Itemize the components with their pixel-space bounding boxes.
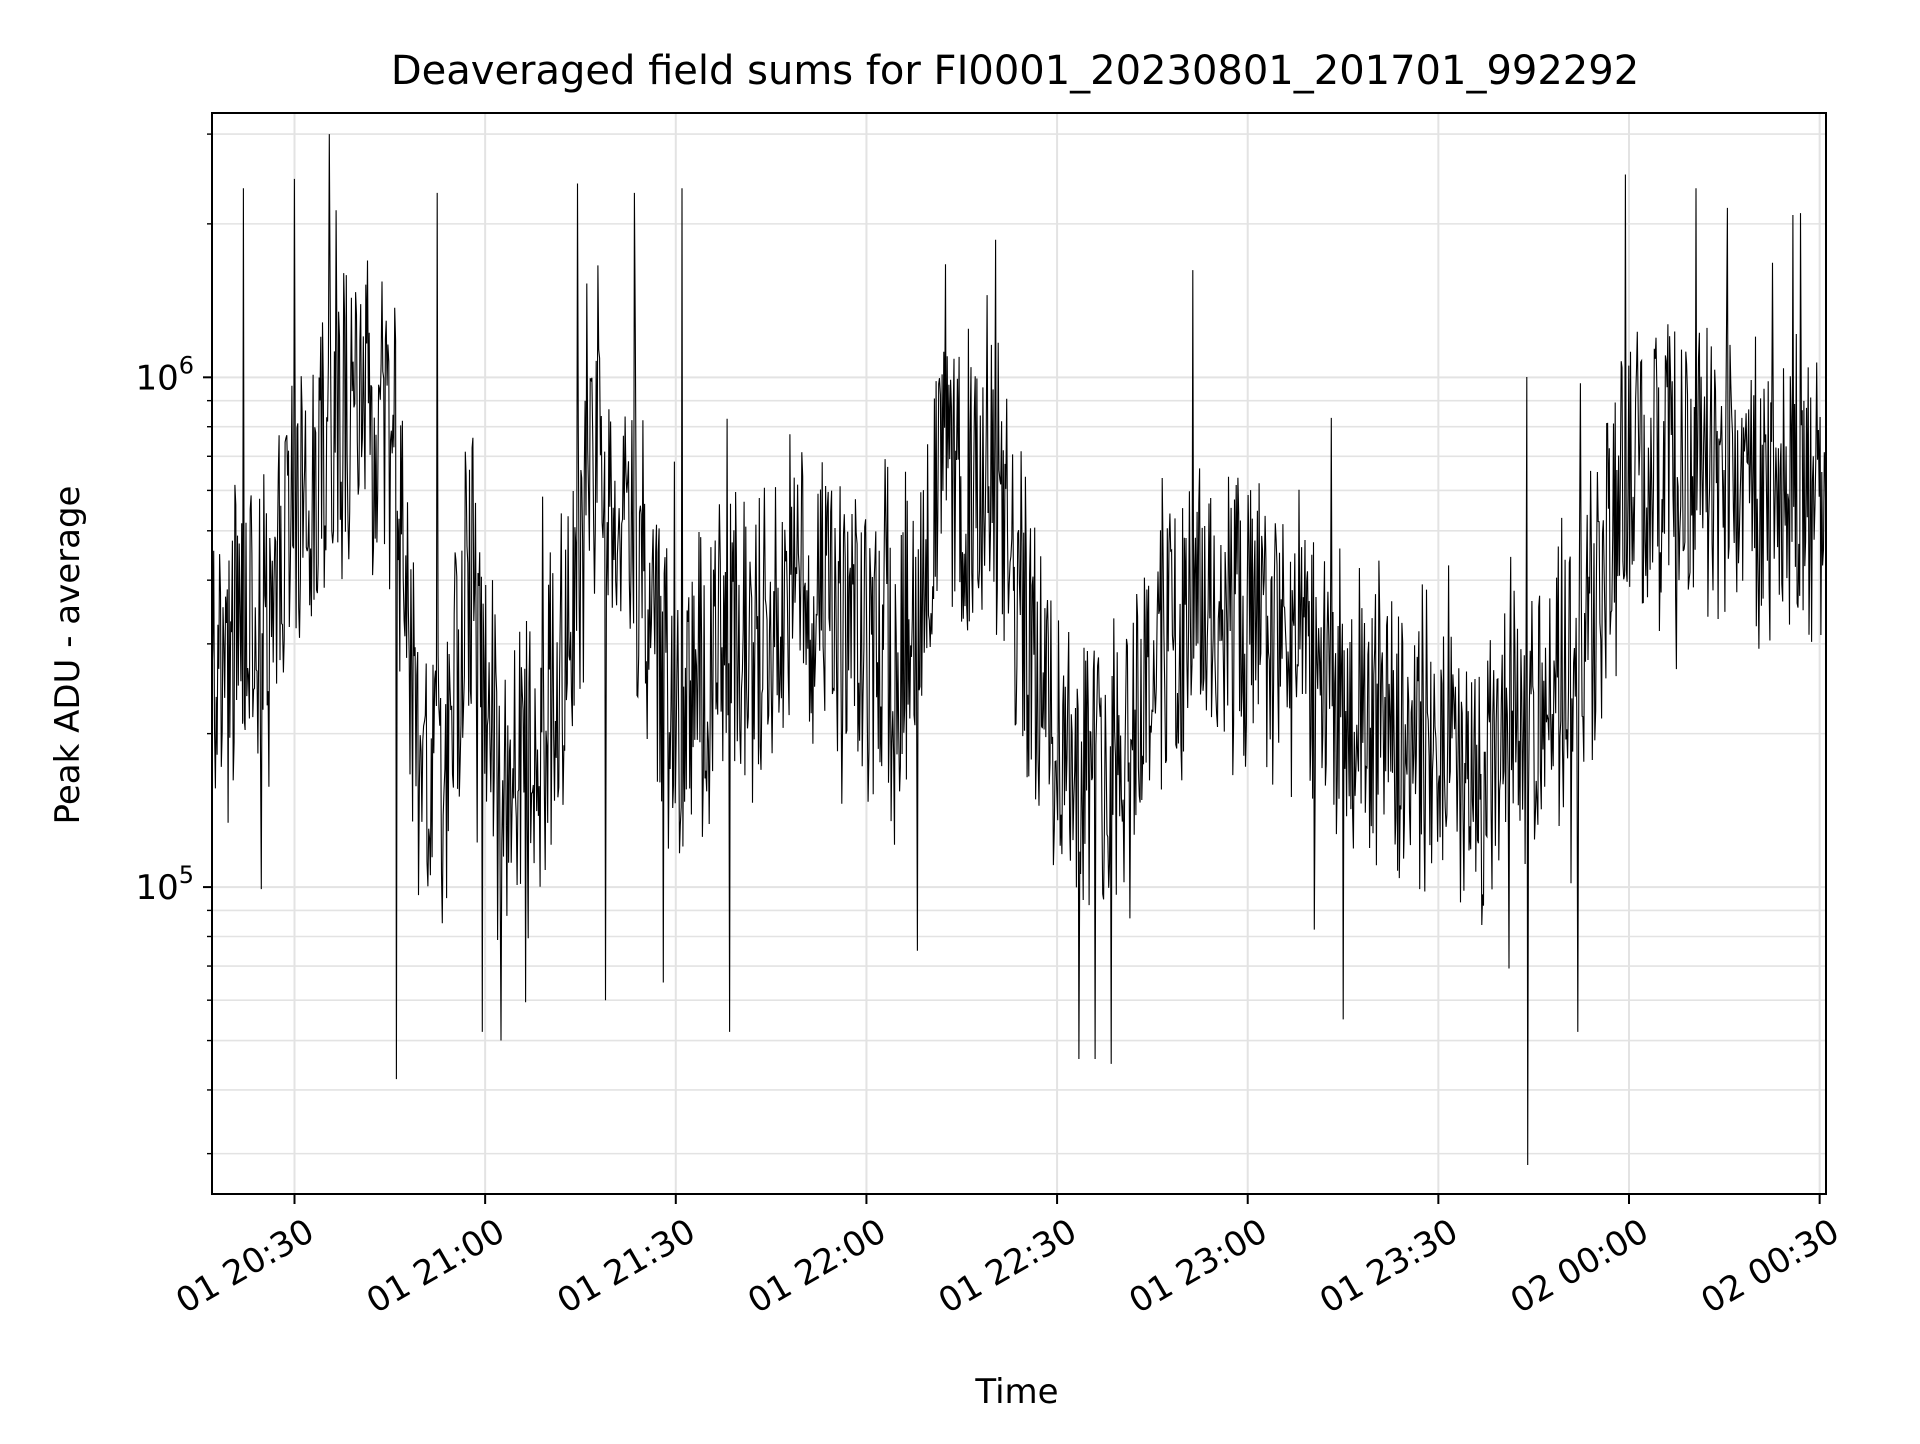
series-line bbox=[211, 134, 1827, 1166]
x-axis-label: Time bbox=[974, 1372, 1058, 1412]
chart-title: Deaveraged field sums for FI0001_2023080… bbox=[391, 48, 1639, 94]
axes-frame bbox=[211, 112, 1827, 1195]
y-axis-label: Peak ADU - average bbox=[48, 486, 88, 825]
y-tick-label: 106 bbox=[135, 351, 194, 398]
y-tick-label: 105 bbox=[135, 861, 194, 908]
plot-area bbox=[211, 134, 1827, 1166]
